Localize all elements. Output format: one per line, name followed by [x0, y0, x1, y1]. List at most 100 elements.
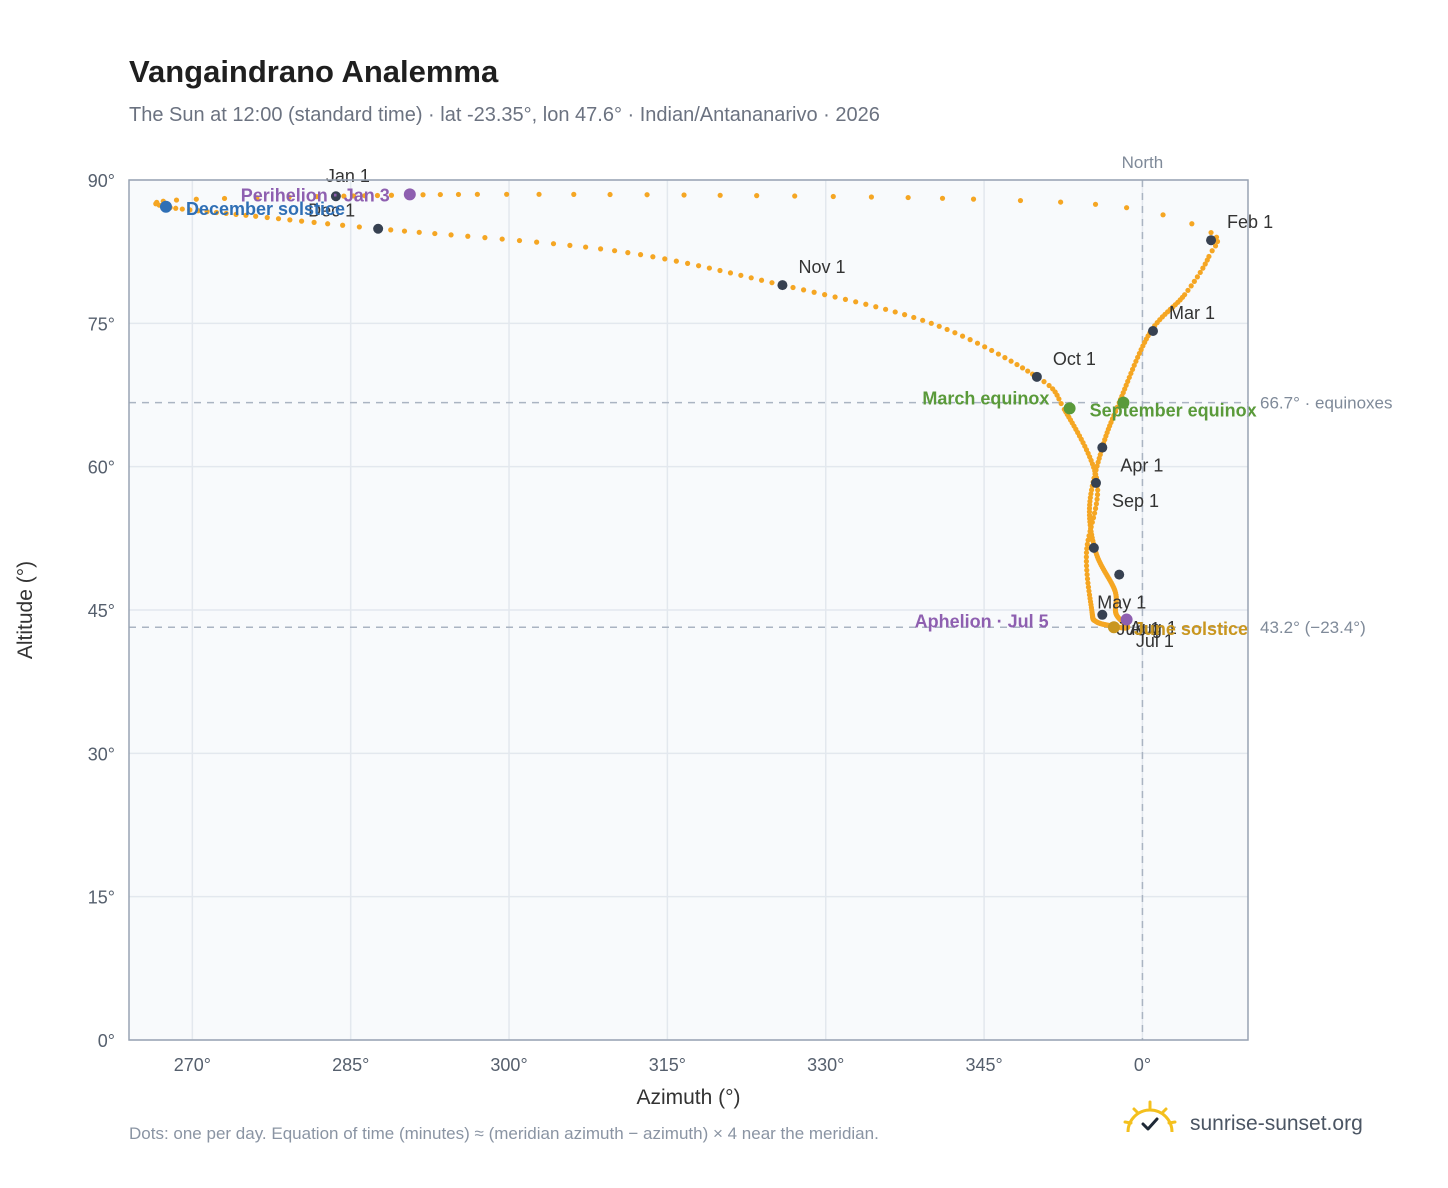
day-dot — [1129, 366, 1136, 372]
day-dot — [437, 191, 443, 198]
day-dot — [1085, 537, 1091, 543]
day-dot — [612, 248, 618, 254]
chart-title: Vangaindrano Analemma — [129, 54, 499, 89]
day-dot — [420, 192, 426, 198]
x-tick-label: 300° — [490, 1055, 527, 1075]
day-dot — [286, 194, 292, 200]
footnote: Dots: one per day. Equation of time (min… — [129, 1124, 879, 1143]
event-label: Aphelion · Jul 5 — [915, 612, 1049, 632]
day-dot — [193, 196, 199, 202]
day-dot — [995, 351, 1002, 357]
day-dot — [706, 265, 712, 271]
event-marker — [1117, 396, 1130, 409]
day-dot — [1083, 558, 1090, 564]
day-dot — [340, 222, 346, 228]
month-marker — [373, 223, 384, 234]
day-dot — [299, 218, 305, 224]
day-dot — [1086, 588, 1092, 594]
month-marker-label: Feb 1 — [1227, 212, 1273, 232]
x-tick-label: 330° — [807, 1055, 844, 1075]
month-marker — [1097, 442, 1108, 453]
brand-logo[interactable]: sunrise-sunset.org — [1122, 1100, 1392, 1150]
day-dot — [275, 216, 282, 222]
day-dot — [233, 211, 239, 217]
plot-frame — [128, 179, 1249, 1041]
day-dot — [1188, 283, 1194, 289]
day-dot — [822, 292, 828, 298]
day-dot — [1160, 212, 1166, 218]
day-dot — [187, 207, 193, 213]
day-dot — [1128, 370, 1134, 377]
day-dot — [1088, 491, 1094, 497]
day-dot — [792, 193, 798, 199]
x-tick-label: 270° — [174, 1055, 211, 1075]
day-dot — [842, 296, 849, 302]
day-dot — [221, 195, 228, 202]
day-dot — [534, 239, 540, 245]
y-tick-label: 45° — [88, 601, 115, 621]
day-dot — [911, 314, 917, 321]
day-dot — [536, 191, 542, 197]
day-dot — [1212, 243, 1219, 249]
day-dot — [1058, 199, 1064, 205]
day-dot — [1050, 386, 1056, 392]
day-dot — [1135, 354, 1141, 360]
day-dot — [213, 209, 220, 216]
month-marker — [1114, 569, 1125, 580]
day-dot — [868, 194, 875, 200]
day-dot — [388, 192, 395, 198]
day-dot — [959, 333, 966, 339]
x-tick-label: 285° — [332, 1055, 369, 1075]
day-dot — [1092, 505, 1099, 512]
day-dot — [1017, 197, 1024, 204]
month-marker — [1097, 609, 1108, 620]
day-dot — [936, 323, 942, 329]
event-marker — [1120, 613, 1133, 626]
day-dot — [800, 287, 807, 293]
x-tick-label: 345° — [965, 1055, 1002, 1075]
day-dot — [173, 205, 179, 211]
day-dot — [1200, 265, 1206, 271]
day-dot — [873, 304, 879, 310]
day-dot — [1095, 487, 1101, 493]
month-marker — [330, 191, 341, 202]
day-dot — [465, 233, 471, 239]
day-dot — [1083, 550, 1090, 556]
day-dot — [684, 260, 691, 266]
day-dot — [314, 194, 320, 200]
x-axis-title: Azimuth (°) — [636, 1086, 740, 1109]
month-marker — [1206, 235, 1217, 246]
month-marker-label: Jan 1 — [326, 166, 370, 186]
day-dot — [1019, 365, 1026, 371]
day-dot — [1093, 501, 1100, 507]
day-dot — [1025, 368, 1031, 374]
day-dot — [448, 232, 454, 238]
day-dot — [1214, 238, 1221, 245]
day-dot — [681, 192, 687, 198]
day-dot — [1194, 274, 1200, 280]
day-dot — [738, 272, 744, 278]
day-dot — [1084, 567, 1090, 573]
month-marker-label: Jul 1 — [1136, 631, 1174, 651]
day-dot — [650, 254, 656, 260]
day-dot — [928, 320, 934, 326]
day-dot — [350, 193, 357, 199]
day-dot — [695, 263, 702, 269]
event-marker — [159, 200, 172, 213]
day-dot — [1185, 287, 1191, 293]
reference-line-label: 66.7° · equinoxes — [1260, 394, 1393, 413]
day-dot — [1091, 510, 1098, 516]
day-dot — [905, 194, 911, 201]
day-dot — [1087, 528, 1093, 534]
month-marker-label: Apr 1 — [1120, 456, 1163, 476]
day-dot — [939, 195, 946, 201]
day-dot — [1084, 571, 1090, 578]
sun-check-icon — [1123, 1100, 1177, 1133]
day-dot — [1090, 515, 1097, 521]
day-dot — [1209, 248, 1215, 254]
y-axis-title: Altitude (°) — [14, 561, 37, 659]
event-label: March equinox — [922, 389, 1049, 409]
day-dot — [1189, 221, 1195, 227]
day-dot — [892, 309, 898, 315]
day-dot — [1041, 379, 1047, 385]
